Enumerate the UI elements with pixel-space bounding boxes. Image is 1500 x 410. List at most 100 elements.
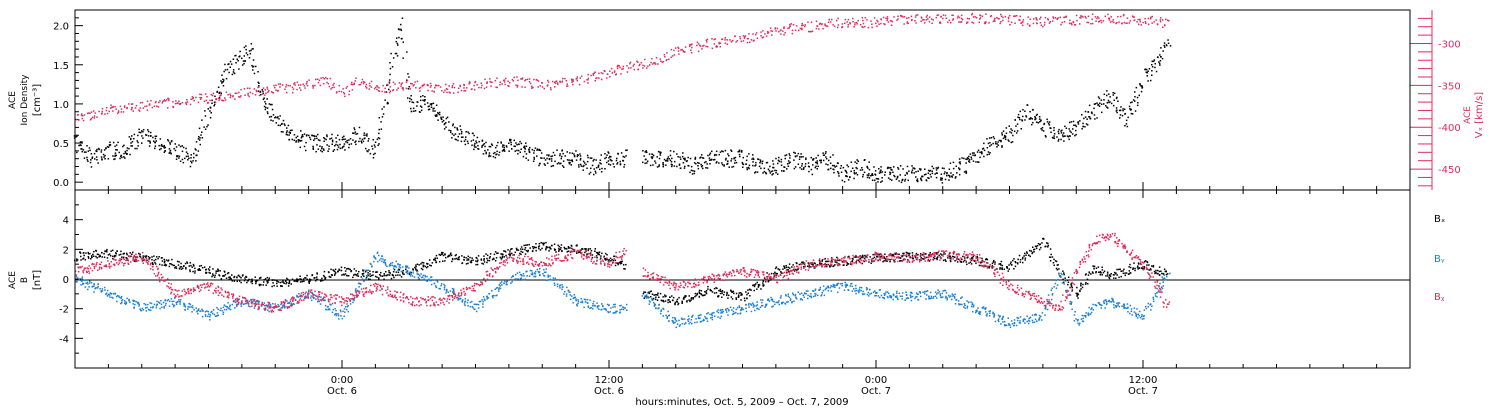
density-point bbox=[222, 81, 225, 83]
field-point bbox=[80, 284, 82, 286]
density-point bbox=[343, 135, 345, 138]
field-point bbox=[279, 308, 281, 310]
velocity-point bbox=[76, 118, 78, 121]
field-point bbox=[177, 264, 180, 266]
field-point bbox=[361, 273, 364, 276]
density-point bbox=[679, 167, 682, 170]
density-point bbox=[881, 177, 883, 179]
velocity-point bbox=[1123, 21, 1125, 24]
velocity-point bbox=[168, 99, 170, 102]
field-point bbox=[664, 300, 667, 302]
velocity-point bbox=[1151, 22, 1153, 24]
velocity-point bbox=[270, 91, 273, 93]
velocity-point bbox=[871, 26, 873, 29]
field-point bbox=[1101, 274, 1103, 276]
density-point bbox=[676, 165, 678, 168]
density-point bbox=[274, 116, 277, 118]
field-point bbox=[677, 302, 680, 305]
field-point bbox=[503, 256, 505, 258]
bottom-tick-label: 4 bbox=[63, 216, 69, 227]
density-point bbox=[968, 160, 970, 162]
field-point bbox=[681, 302, 683, 304]
density-point bbox=[693, 172, 696, 175]
velocity-point bbox=[405, 81, 408, 83]
density-point bbox=[1109, 96, 1111, 98]
field-point bbox=[266, 276, 268, 279]
density-point bbox=[568, 159, 570, 161]
velocity-point bbox=[826, 25, 829, 27]
field-point bbox=[229, 277, 232, 279]
density-point bbox=[658, 164, 660, 166]
density-point bbox=[1135, 86, 1138, 89]
velocity-point bbox=[244, 94, 246, 96]
velocity-point bbox=[439, 86, 442, 88]
density-point bbox=[713, 154, 716, 157]
density-point bbox=[443, 128, 446, 130]
density-point bbox=[956, 172, 958, 174]
velocity-point bbox=[1109, 21, 1112, 23]
density-point bbox=[562, 160, 565, 162]
density-point bbox=[566, 151, 568, 153]
density-point bbox=[496, 150, 498, 153]
density-point bbox=[983, 155, 985, 158]
field-point bbox=[256, 279, 259, 282]
field-point bbox=[949, 260, 952, 263]
velocity-point bbox=[854, 22, 856, 24]
density-point bbox=[732, 165, 735, 168]
field-point bbox=[936, 253, 938, 255]
density-point bbox=[372, 157, 375, 159]
field-point bbox=[155, 306, 158, 309]
density-point bbox=[1058, 132, 1060, 135]
velocity-point bbox=[866, 19, 868, 21]
velocity-point bbox=[464, 90, 467, 92]
density-point bbox=[723, 164, 725, 166]
density-point bbox=[1120, 106, 1122, 108]
field-point bbox=[1032, 246, 1034, 248]
velocity-point bbox=[784, 32, 786, 34]
field-point bbox=[99, 288, 101, 290]
field-point bbox=[250, 281, 252, 283]
field-point bbox=[557, 244, 559, 247]
density-point bbox=[989, 142, 991, 144]
field-point bbox=[347, 310, 349, 313]
density-point bbox=[154, 135, 156, 138]
velocity-point bbox=[537, 80, 540, 82]
density-point bbox=[968, 159, 971, 161]
density-point bbox=[477, 144, 479, 147]
field-point bbox=[833, 265, 835, 267]
density-point bbox=[946, 174, 948, 177]
density-point bbox=[100, 149, 103, 151]
velocity-point bbox=[884, 23, 886, 26]
density-point bbox=[126, 149, 128, 152]
field-point bbox=[124, 300, 126, 302]
density-point bbox=[1124, 112, 1127, 115]
field-point bbox=[669, 296, 671, 298]
field-point bbox=[151, 258, 153, 261]
field-point bbox=[685, 295, 687, 297]
field-point bbox=[381, 275, 384, 277]
velocity-point bbox=[910, 19, 913, 21]
velocity-point bbox=[1009, 24, 1011, 26]
density-point bbox=[730, 158, 733, 160]
field-point bbox=[782, 268, 784, 270]
density-point bbox=[270, 119, 272, 121]
field-point bbox=[281, 306, 284, 308]
velocity-point bbox=[261, 93, 264, 95]
density-point bbox=[783, 170, 785, 172]
field-point bbox=[223, 275, 226, 277]
density-point bbox=[114, 145, 116, 148]
field-point bbox=[427, 265, 429, 268]
velocity-point bbox=[275, 84, 277, 87]
density-point bbox=[134, 147, 136, 150]
density-point bbox=[352, 132, 354, 134]
density-point bbox=[671, 157, 673, 160]
field-point bbox=[332, 269, 334, 271]
density-point bbox=[971, 152, 974, 154]
density-point bbox=[897, 168, 900, 170]
field-point bbox=[96, 257, 98, 259]
density-point bbox=[981, 152, 983, 154]
field-point bbox=[499, 256, 502, 259]
field-point bbox=[970, 263, 973, 265]
field-point bbox=[1116, 274, 1118, 276]
